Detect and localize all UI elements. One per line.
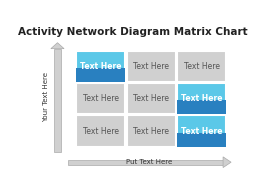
Text: Put Text Here: Put Text Here — [126, 159, 172, 165]
Bar — [76, 83, 125, 114]
Bar — [177, 115, 226, 147]
Polygon shape — [223, 157, 231, 168]
Text: Text Here: Text Here — [181, 126, 222, 136]
Bar — [177, 133, 226, 147]
Text: Text Here: Text Here — [133, 126, 169, 136]
Bar — [127, 51, 176, 82]
Text: Text Here: Text Here — [80, 62, 121, 71]
Bar — [127, 115, 176, 147]
Text: Activity Network Diagram Matrix Chart: Activity Network Diagram Matrix Chart — [18, 27, 248, 37]
Text: Text Here: Text Here — [83, 126, 119, 136]
Bar — [177, 83, 226, 114]
Bar — [76, 68, 125, 82]
Bar — [177, 100, 226, 114]
Bar — [127, 83, 176, 114]
Polygon shape — [51, 43, 64, 49]
Bar — [68, 160, 223, 165]
Text: Your Text Here: Your Text Here — [44, 72, 49, 122]
Bar — [76, 51, 125, 82]
Text: Text Here: Text Here — [181, 94, 222, 103]
Bar — [76, 115, 125, 147]
Bar — [177, 51, 226, 82]
Text: Text Here: Text Here — [184, 62, 220, 71]
Bar — [54, 49, 61, 152]
Text: Text Here: Text Here — [83, 94, 119, 103]
Text: Text Here: Text Here — [133, 94, 169, 103]
Text: Text Here: Text Here — [133, 62, 169, 71]
